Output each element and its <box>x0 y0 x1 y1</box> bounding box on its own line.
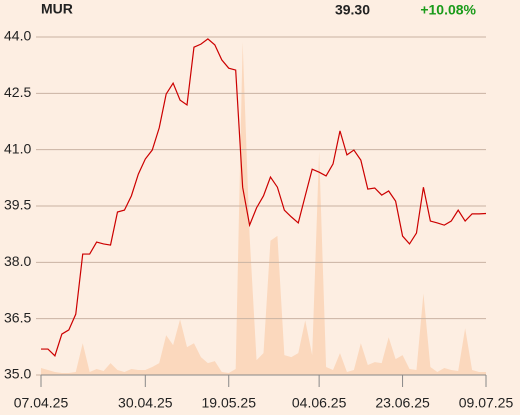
chart-title: MUR <box>41 1 73 17</box>
y-tick-label: 35.0 <box>4 366 31 382</box>
x-tick-label: 09.07.25 <box>459 395 514 411</box>
price-line <box>41 38 487 357</box>
x-tick-label: 30.04.25 <box>118 395 173 411</box>
x-tick-label: 19.05.25 <box>201 395 256 411</box>
price-change: +10.08% <box>420 2 476 18</box>
x-tick-label: 23.06.25 <box>375 395 430 411</box>
y-tick-label: 42.5 <box>4 84 31 100</box>
y-tick-label: 36.5 <box>4 309 31 325</box>
y-tick-label: 38.0 <box>4 253 31 269</box>
y-tick-label: 44.0 <box>4 28 31 44</box>
x-tick-label: 04.06.25 <box>292 395 347 411</box>
last-price: 39.30 <box>335 2 370 18</box>
y-tick-label: 39.5 <box>4 197 31 213</box>
x-tick-label: 07.04.25 <box>14 395 69 411</box>
y-tick-label: 41.0 <box>4 140 31 156</box>
